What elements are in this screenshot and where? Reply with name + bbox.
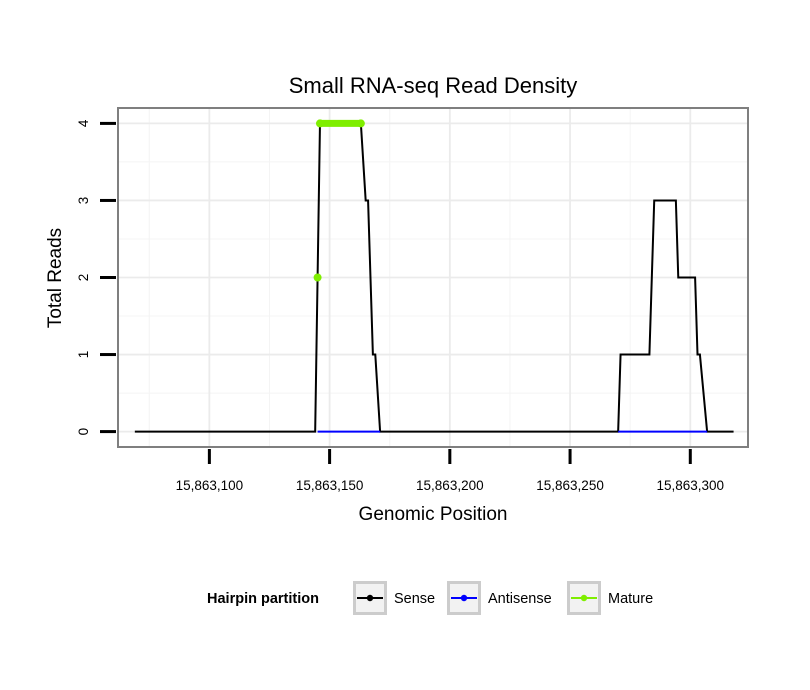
y-axis: 0 1 2 3 4 — [76, 119, 116, 435]
legend-dot-mature — [580, 594, 588, 602]
plot-lines — [134, 119, 734, 433]
x-tick-label: 15,863,250 — [536, 478, 604, 493]
legend-title: Hairpin partition — [207, 591, 319, 607]
legend-label-antisense: Antisense — [488, 591, 552, 607]
series-mature-point — [315, 119, 324, 128]
y-tick-label: 1 — [76, 351, 91, 359]
x-tick-label: 15,863,300 — [657, 478, 725, 493]
y-tick-label: 2 — [76, 274, 91, 282]
y-axis-label: Total Reads — [45, 228, 66, 328]
chart-title: Small RNA-seq Read Density — [289, 73, 578, 98]
legend-dot-antisense — [460, 594, 468, 602]
y-tick-label: 0 — [76, 428, 91, 436]
plot-border — [117, 107, 749, 448]
x-tick-label: 15,863,100 — [176, 478, 244, 493]
y-tick-label: 3 — [76, 197, 91, 205]
legend: Hairpin partition Sense Antisense Mature — [207, 581, 653, 615]
series-mature-point — [356, 119, 365, 128]
y-tick-label: 4 — [76, 119, 91, 127]
legend-dot-sense — [366, 594, 374, 602]
x-tick-label: 15,863,150 — [296, 478, 364, 493]
x-axis-label: Genomic Position — [359, 504, 508, 525]
legend-label-sense: Sense — [394, 591, 435, 607]
x-tick-label: 15,863,200 — [416, 478, 484, 493]
series-mature-point — [313, 273, 322, 282]
x-axis: 15,863,100 15,863,150 15,863,200 15,863,250… — [176, 449, 724, 493]
legend-label-mature: Mature — [608, 591, 653, 607]
